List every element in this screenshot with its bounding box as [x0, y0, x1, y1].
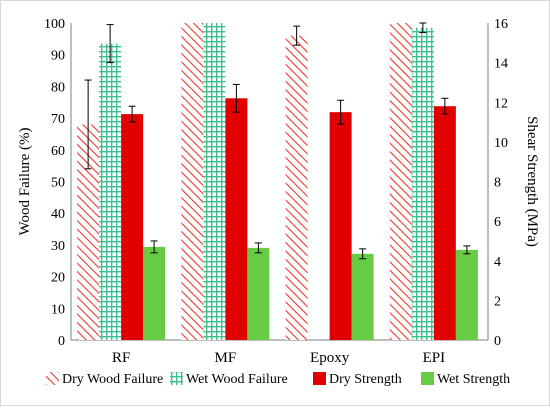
- y-axis-right-title: Shear Strength (MPa): [524, 116, 540, 247]
- bar-2-2: [329, 112, 352, 340]
- x-tick-label: RF: [112, 350, 130, 366]
- legend-label-0: Dry Wood Failure: [62, 372, 163, 387]
- bar-0-0: [77, 124, 100, 340]
- y-left-tick-label: 70: [51, 112, 65, 127]
- y-right-tick-label: 16: [494, 17, 508, 32]
- bar-3-2: [351, 253, 374, 340]
- y-left-tick-label: 0: [58, 334, 65, 349]
- legend-swatch-3: [421, 372, 434, 385]
- y-right-tick-label: 10: [494, 136, 508, 151]
- bar-0-3: [389, 23, 412, 340]
- y-left-tick-label: 100: [44, 17, 65, 32]
- bar-3-3: [455, 249, 478, 340]
- legend-swatch-2: [313, 372, 326, 385]
- y-right-tick-label: 8: [494, 176, 501, 191]
- y-left-tick-label: 60: [51, 144, 65, 159]
- x-tick-label: EPI: [423, 350, 446, 366]
- y-right-tick-label: 12: [494, 96, 508, 111]
- y-right-tick-label: 6: [494, 215, 501, 230]
- legend-label-3: Wet Strength: [437, 372, 510, 387]
- bar-1-0: [99, 43, 122, 340]
- legend-swatch-1: [170, 372, 183, 385]
- bar-0-1: [181, 23, 204, 340]
- bar-2-0: [121, 114, 144, 340]
- legend-label-1: Wet Wood Failure: [186, 372, 288, 387]
- y-right-tick-label: 2: [494, 294, 501, 309]
- y-left-tick-label: 20: [51, 271, 65, 286]
- bar-1-1: [203, 23, 226, 340]
- y-left-tick-label: 10: [51, 302, 65, 317]
- bar-0-2: [285, 35, 308, 341]
- y-right-tick-label: 14: [494, 57, 508, 72]
- y-left-tick-label: 80: [51, 80, 65, 95]
- bar-2-1: [225, 98, 248, 340]
- y-left-tick-label: 50: [51, 176, 65, 191]
- bar-1-3: [411, 27, 434, 340]
- bar-3-1: [247, 247, 270, 340]
- x-tick-label: MF: [215, 350, 237, 366]
- bar-2-3: [433, 106, 456, 341]
- y-left-tick-label: 30: [51, 239, 65, 254]
- legend-swatch-0: [46, 372, 59, 385]
- bar-3-0: [143, 246, 166, 340]
- legend-label-2: Dry Strength: [329, 372, 402, 387]
- x-tick-label: Epoxy: [310, 350, 350, 366]
- y-right-tick-label: 0: [494, 334, 501, 349]
- y-left-tick-label: 90: [51, 49, 65, 64]
- y-axis-left-title: Wood Failure (%): [17, 128, 33, 236]
- y-left-tick-label: 40: [51, 207, 65, 222]
- y-right-tick-label: 4: [494, 255, 501, 270]
